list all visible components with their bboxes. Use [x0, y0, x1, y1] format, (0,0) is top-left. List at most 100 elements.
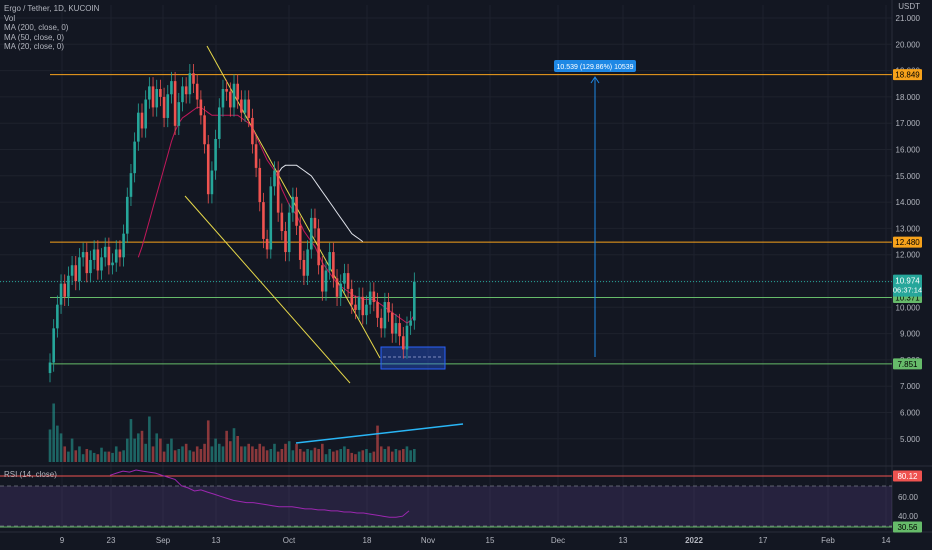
- rsi-tick-label: 40.00: [898, 512, 919, 521]
- volume-bar: [48, 429, 52, 462]
- candle-body: [74, 265, 78, 281]
- volume-bar: [181, 446, 184, 462]
- candle-body: [199, 99, 203, 116]
- price-tick-label: 7.000: [900, 382, 921, 391]
- candle-body: [394, 323, 398, 334]
- candle-body: [85, 252, 89, 274]
- candle-body: [103, 246, 107, 258]
- candle-body: [262, 202, 265, 239]
- candle-body: [354, 304, 357, 310]
- volume-bar: [262, 446, 265, 462]
- volume-bar: [100, 447, 103, 462]
- candle-body: [214, 138, 217, 171]
- volume-bar: [398, 450, 401, 462]
- volume-bar: [265, 450, 269, 462]
- ma200-indicator-label[interactable]: MA (200, close, 0): [4, 23, 69, 32]
- volume-bar: [280, 449, 284, 462]
- volume-bar: [321, 443, 324, 462]
- candle-body: [398, 323, 401, 337]
- candle-body: [52, 328, 55, 363]
- price-tick-label: 21.000: [896, 14, 921, 23]
- last-price-tag: 10.974: [895, 277, 920, 286]
- volume-bar: [89, 450, 92, 462]
- volume-bar: [96, 454, 100, 462]
- candle-body: [184, 86, 188, 95]
- volume-bar: [210, 446, 214, 462]
- ma20-indicator-label[interactable]: MA (20, close, 0): [4, 42, 65, 51]
- volume-bar: [365, 449, 368, 462]
- candle-body: [240, 99, 243, 113]
- candle-body: [405, 325, 409, 350]
- volume-bar: [166, 443, 170, 462]
- candle-body: [302, 259, 306, 276]
- volume-bar: [122, 450, 125, 462]
- volume-bar: [273, 443, 276, 462]
- volume-bar: [52, 403, 55, 462]
- candle-body: [287, 212, 291, 253]
- volume-bar: [78, 446, 81, 462]
- volume-bar: [155, 433, 159, 462]
- candle-body: [273, 170, 276, 187]
- volume-indicator-label[interactable]: Vol: [4, 13, 16, 23]
- rsi-indicator-label[interactable]: RSI (14, close): [4, 470, 57, 479]
- candle-body: [221, 89, 225, 108]
- candle-body: [195, 83, 199, 100]
- candle-body: [166, 94, 170, 118]
- rsi-band-fill: [0, 486, 892, 526]
- volume-bar: [383, 449, 387, 462]
- candle-body: [247, 99, 251, 118]
- rsi-value-tag-bg: [893, 470, 922, 482]
- price-tick-label: 18.000: [896, 93, 921, 102]
- volume-bar: [372, 451, 376, 462]
- volume-bar: [240, 446, 243, 462]
- time-tick-label: Oct: [283, 536, 296, 545]
- volume-bar: [214, 438, 217, 462]
- volume-bar: [195, 446, 199, 462]
- candle-body: [383, 302, 387, 329]
- time-tick-label: 2022: [685, 536, 703, 545]
- volume-bar: [74, 450, 78, 462]
- measure-label-bg: [554, 60, 636, 72]
- volume-bar: [92, 452, 96, 462]
- candle-body: [317, 228, 320, 266]
- candle-body: [206, 144, 210, 195]
- volume-bar: [173, 450, 177, 462]
- time-tick-label: 9: [60, 536, 65, 545]
- candle-body: [48, 362, 52, 374]
- volume-bar: [247, 443, 251, 462]
- ma20-line: [137, 106, 415, 324]
- volume-bar: [313, 447, 317, 462]
- ma50-indicator-label[interactable]: MA (50, close, 0): [4, 32, 65, 42]
- candle-body: [306, 249, 309, 276]
- price-tick-label: 13.000: [896, 224, 921, 233]
- candle-body: [67, 275, 70, 297]
- rsi-line: [109, 469, 410, 518]
- candle-body: [350, 288, 354, 305]
- volume-bar: [192, 451, 195, 462]
- candle-body: [151, 86, 155, 108]
- candle-body: [387, 302, 390, 313]
- wedge-lower-line: [184, 195, 351, 384]
- candle-body: [243, 99, 247, 113]
- candle-body: [254, 144, 258, 168]
- candle-body: [129, 173, 133, 197]
- candle-body: [225, 89, 228, 92]
- rsi-low-tag-bg: [893, 521, 922, 533]
- candle-body: [332, 252, 335, 279]
- level-price-tag-bg: [893, 236, 922, 248]
- measure-arrow-icon: [590, 76, 600, 84]
- volume-bar: [309, 450, 313, 462]
- candle-body: [357, 296, 361, 310]
- time-tick-label: 14: [882, 536, 891, 545]
- candle-body: [361, 296, 365, 316]
- candle-body: [291, 196, 295, 213]
- time-tick-label: 15: [486, 536, 495, 545]
- symbol-title[interactable]: Ergo / Tether, 1D, KUCOIN: [4, 4, 100, 13]
- volume-bar: [85, 449, 89, 462]
- volume-bar: [144, 443, 147, 462]
- price-tick-label: 17.000: [896, 119, 921, 128]
- candle-body: [173, 81, 177, 126]
- volume-bar: [221, 446, 225, 462]
- volume-bar: [276, 451, 280, 462]
